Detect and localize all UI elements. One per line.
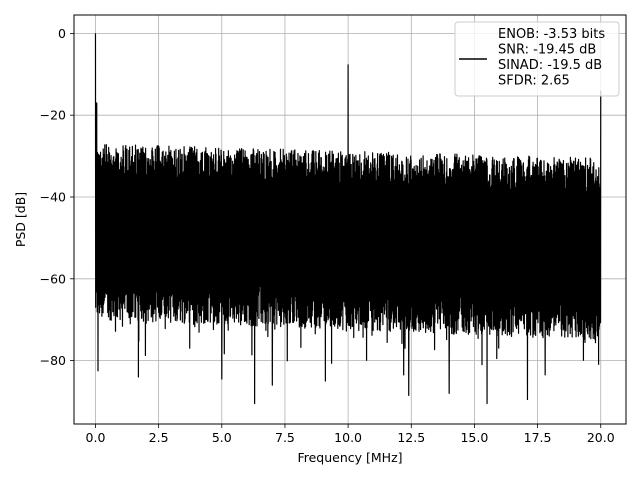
legend-line-text: SNR: -19.45 dB xyxy=(498,43,596,58)
x-tick-label: 0.0 xyxy=(86,430,106,445)
legend-entry-label: ENOB: -3.53 bits SNR: -19.45 dB SINAD: -19… xyxy=(498,27,605,89)
legend-box xyxy=(454,21,620,97)
legend-line-text: SFDR: 2.65 xyxy=(498,74,570,89)
y-tick-label: −20 xyxy=(40,108,66,123)
y-tick-label: −80 xyxy=(40,353,66,368)
y-tick-label: −40 xyxy=(40,190,66,205)
x-tick-label: 17.5 xyxy=(524,430,552,445)
legend-line-text: ENOB: -3.53 bits xyxy=(498,27,605,42)
y-axis-label: PSD [dB] xyxy=(13,192,28,247)
x-axis-label: Frequency [MHz] xyxy=(297,450,402,465)
x-tick-label: 12.5 xyxy=(397,430,425,445)
x-axis: 0.0 2.5 5.0 7.5 10.0 12.5 15.0 17.5 20.0 xyxy=(86,424,615,445)
psd-line xyxy=(94,33,602,405)
x-tick-label: 5.0 xyxy=(212,430,232,445)
x-tick-label: 2.5 xyxy=(149,430,169,445)
legend-line-text: SINAD: -19.5 dB xyxy=(498,58,602,73)
legend: ENOB: -3.53 bits SNR: -19.45 dB SINAD: -19… xyxy=(454,21,620,97)
x-tick-label: 10.0 xyxy=(334,430,362,445)
x-tick-label: 15.0 xyxy=(460,430,488,445)
y-tick-label: 0 xyxy=(58,26,66,41)
y-axis: 0 −20 −40 −60 −80 xyxy=(40,26,74,368)
x-tick-label: 20.0 xyxy=(587,430,615,445)
plot-frame xyxy=(73,14,627,425)
y-tick-label: −60 xyxy=(40,271,66,286)
x-tick-label: 7.5 xyxy=(275,430,295,445)
psd-trace xyxy=(94,33,602,405)
